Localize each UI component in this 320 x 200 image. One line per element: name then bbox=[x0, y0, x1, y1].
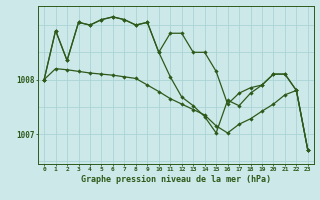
X-axis label: Graphe pression niveau de la mer (hPa): Graphe pression niveau de la mer (hPa) bbox=[81, 175, 271, 184]
